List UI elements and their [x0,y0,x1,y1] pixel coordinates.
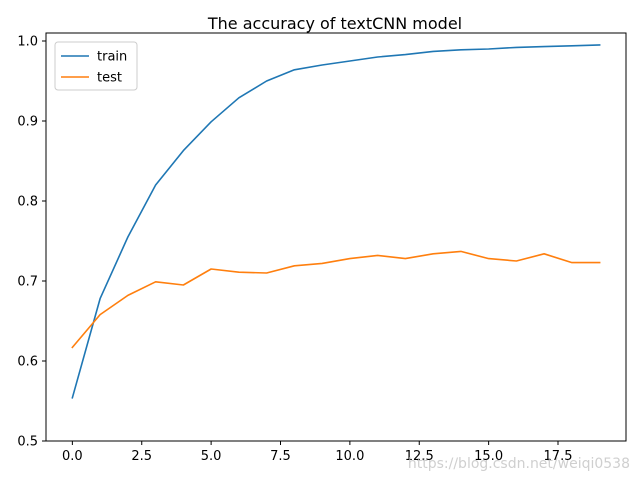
y-tick-label: 0.8 [17,195,38,210]
x-tick-label: 15.0 [474,449,503,464]
y-tick-label: 0.5 [17,435,38,450]
y-tick-label: 1.0 [17,35,38,50]
y-axis: 0.5 0.6 0.7 0.8 0.9 1.0 [17,35,46,450]
series-line-train [71,44,601,399]
chart-title: The accuracy of textCNN model [207,14,462,33]
legend-label-train: train [97,50,127,65]
x-tick-label: 17.5 [544,449,573,464]
y-tick-label: 0.6 [17,355,38,370]
y-tick-label: 0.9 [17,115,38,130]
legend-box [54,41,138,91]
legend: train test [54,41,138,91]
y-tick-label: 0.7 [17,275,38,290]
x-tick-label: 12.5 [405,449,434,464]
plot-lines [71,44,601,399]
series-line-test [71,250,601,349]
x-tick-label: 10.0 [335,449,364,464]
x-tick-label: 5.0 [201,449,222,464]
x-axis: 0.0 2.5 5.0 7.5 10.0 12.5 15.0 17.5 [62,441,572,464]
x-tick-label: 7.5 [270,449,291,464]
x-tick-label: 2.5 [131,449,152,464]
plot-area-frame [45,32,627,442]
watermark-text: https://blog.csdn.net/weiqi0538 [408,456,630,472]
x-tick-label: 0.0 [62,449,83,464]
legend-label-test: test [97,71,122,86]
